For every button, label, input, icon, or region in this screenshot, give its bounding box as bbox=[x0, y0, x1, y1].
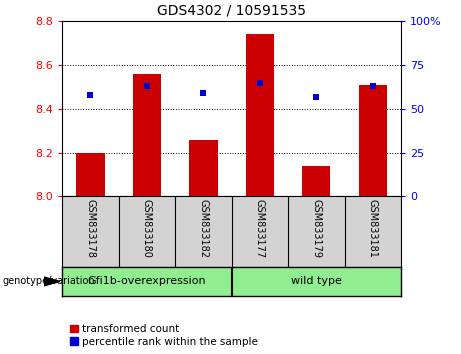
Legend: transformed count, percentile rank within the sample: transformed count, percentile rank withi… bbox=[67, 322, 260, 349]
Bar bbox=[77, 153, 105, 196]
Text: GSM833178: GSM833178 bbox=[85, 199, 95, 258]
Bar bbox=[302, 166, 331, 196]
Text: Gfi1b-overexpression: Gfi1b-overexpression bbox=[88, 276, 206, 286]
Text: wild type: wild type bbox=[291, 276, 342, 286]
Polygon shape bbox=[44, 277, 60, 286]
Bar bbox=[246, 34, 274, 196]
Text: GSM833182: GSM833182 bbox=[198, 199, 208, 258]
Text: GSM833179: GSM833179 bbox=[311, 199, 321, 258]
Text: GSM833181: GSM833181 bbox=[368, 199, 378, 257]
Text: GSM833180: GSM833180 bbox=[142, 199, 152, 257]
Text: genotype/variation: genotype/variation bbox=[2, 276, 95, 286]
Bar bbox=[359, 85, 387, 196]
Bar bbox=[189, 139, 218, 196]
Title: GDS4302 / 10591535: GDS4302 / 10591535 bbox=[157, 3, 306, 17]
Text: GSM833177: GSM833177 bbox=[255, 199, 265, 258]
Bar bbox=[133, 74, 161, 196]
